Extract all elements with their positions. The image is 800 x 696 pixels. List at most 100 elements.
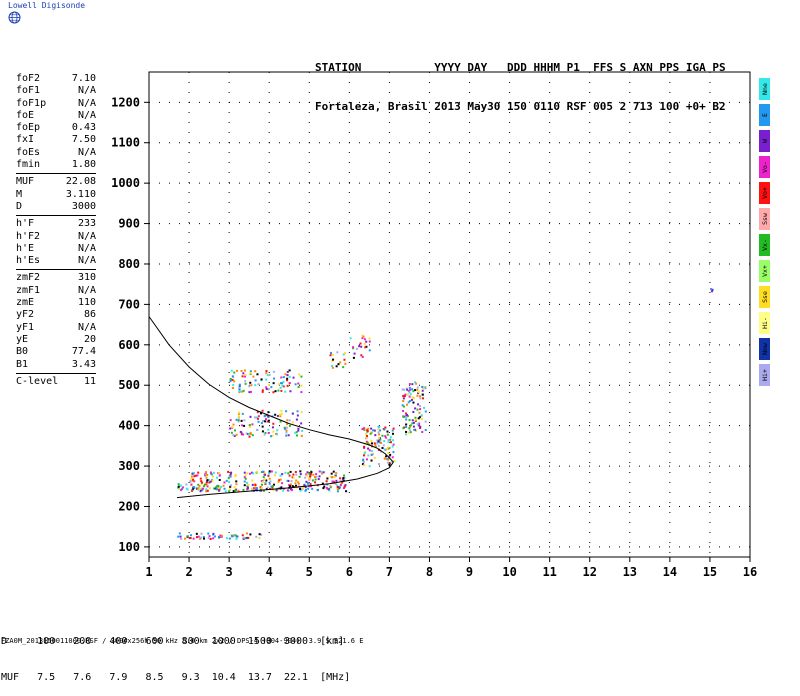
legend-swatch: Ssw [759, 208, 770, 230]
echo-point [190, 483, 193, 486]
echo-point [208, 481, 211, 484]
echo-point [241, 390, 244, 393]
param-name: h'F [16, 218, 35, 230]
echo-point [329, 485, 332, 488]
echo-point [223, 487, 226, 490]
echo-point [297, 427, 300, 430]
echo-point [258, 533, 261, 536]
echo-point [414, 419, 417, 422]
echo-point [377, 431, 380, 434]
echo-point [266, 374, 269, 377]
echo-point [279, 415, 282, 418]
echo-point [241, 534, 244, 537]
echo-point [322, 471, 325, 474]
param-separator [16, 215, 96, 217]
echo-point [240, 390, 243, 393]
echo-point [233, 380, 236, 383]
echo-point [303, 484, 306, 487]
param-row: MUF 22.08 [16, 176, 96, 188]
echo-point [246, 487, 249, 490]
echo-point [365, 442, 368, 445]
echo-point [280, 486, 283, 489]
echo-point [411, 419, 414, 422]
profile-curves [148, 316, 395, 499]
echo-point [242, 536, 245, 539]
echo-point [200, 480, 203, 483]
param-row: h'F2 N/A [16, 231, 96, 243]
echo-point [257, 415, 260, 418]
echo-point [300, 422, 303, 425]
echo-point [417, 391, 420, 394]
echo-point [200, 489, 203, 492]
echo-point [286, 370, 289, 373]
echo-point [342, 478, 345, 481]
echo-point [418, 422, 421, 425]
echo-point [213, 471, 216, 474]
legend-label: Sse [760, 291, 769, 303]
echo-point [246, 481, 249, 484]
echo-point [264, 431, 267, 434]
echo-point [355, 347, 358, 350]
param-row: foE N/A [16, 110, 96, 122]
echo-point [220, 535, 223, 538]
echo-point [383, 457, 386, 460]
echo-point [279, 474, 282, 477]
echo-point [260, 483, 263, 486]
echo-point [328, 489, 331, 492]
echo-point [327, 488, 330, 491]
echo-point [370, 454, 373, 457]
echo-point [238, 389, 241, 392]
echo-point [386, 433, 389, 436]
echo-point [253, 416, 256, 419]
echo-point [237, 415, 240, 418]
echo-point [339, 483, 342, 486]
profile-curve-lower [176, 447, 395, 499]
echo-point [281, 482, 284, 485]
echo-point [243, 424, 246, 427]
echo-point [191, 479, 194, 482]
echo-point [276, 414, 279, 417]
chart-grid [149, 72, 750, 557]
param-value: 3.110 [65, 188, 96, 200]
echo-point [255, 488, 258, 491]
param-value: 310 [77, 272, 96, 284]
echo-point [265, 372, 268, 375]
echo-point [280, 412, 283, 415]
echo-point [292, 473, 295, 476]
echo-point [353, 352, 356, 355]
echo-point [370, 439, 373, 442]
echo-point [380, 450, 383, 453]
legend-swatch: Hi- [759, 312, 770, 334]
echo-point [421, 385, 424, 388]
echo-point [267, 428, 270, 431]
echo-point [416, 408, 419, 411]
echo-point [220, 534, 223, 537]
echo-point [295, 431, 298, 434]
echo-point [294, 482, 297, 485]
echo-point [272, 483, 275, 486]
echo-point [193, 475, 196, 478]
echo-point [409, 393, 412, 396]
echo-point [363, 464, 366, 467]
echo-point [256, 373, 259, 376]
muf-distance-row: D 100 200 400 600 800 1000 1500 3000 [km… [1, 636, 345, 647]
echo-point [207, 479, 210, 482]
param-row: B0 77.4 [16, 346, 96, 358]
echo-point [278, 479, 281, 482]
echo-point [233, 371, 236, 374]
legend-label: Hi+ [760, 369, 769, 381]
echo-point [300, 375, 303, 378]
echo-point [240, 419, 243, 422]
echo-point [260, 471, 263, 474]
echo-point [344, 484, 347, 487]
echo-point [286, 379, 289, 382]
echo-point [326, 477, 329, 480]
echo-point [411, 388, 414, 391]
y-tick-label: 600 [118, 338, 140, 352]
echo-point [247, 536, 250, 539]
echo-point [277, 383, 280, 386]
echo-point [305, 474, 308, 477]
echo-point [202, 537, 205, 540]
echo-point [267, 472, 270, 475]
echo-point [310, 471, 313, 474]
